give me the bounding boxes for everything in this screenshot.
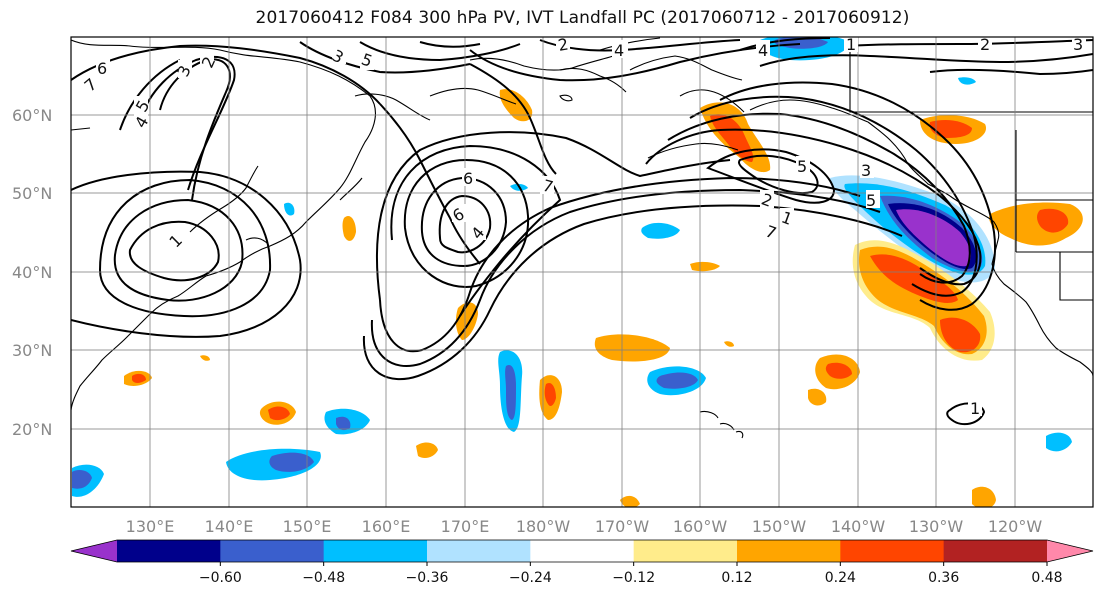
colorbar-segment: [943, 540, 1048, 562]
contour-label: 3: [1073, 35, 1083, 54]
contour-label: 6: [97, 59, 107, 78]
lat-label: 30°N: [12, 341, 52, 360]
lon-label: 140°W: [831, 517, 886, 536]
lon-label: 130°W: [909, 517, 964, 536]
map-title: 2017060412 F084 300 hPa PV, IVT Landfall…: [255, 8, 910, 28]
coastlines: [71, 37, 1093, 439]
lon-label: 120°W: [988, 517, 1043, 536]
graticule: [71, 37, 1093, 507]
lon-label: 140°E: [205, 517, 254, 536]
colorbar-outline: [70, 539, 1094, 563]
colorbar-segment: [530, 540, 635, 562]
colorbar-segment: [633, 540, 738, 562]
contour-label: 7: [541, 176, 556, 197]
contour-labels: 6 7 5 4 3 2 1 5 3 2 4 6 7 6: [81, 34, 1086, 418]
lon-label: 160°W: [673, 517, 728, 536]
colorbar-tick-label: −0.12: [612, 570, 655, 586]
colorbar-segment: [220, 540, 325, 562]
colorbar-segment: [117, 540, 221, 562]
colorbar-extend-min: [71, 540, 117, 562]
latitude-axis: 60°N 50°N 40°N 30°N 20°N: [12, 106, 52, 439]
colorbar-tick-label: −0.24: [509, 570, 552, 586]
colorbar-tick-label: −0.36: [406, 570, 449, 586]
colorbar-tick-label: 0.24: [825, 570, 856, 586]
contour-label: 2: [980, 35, 990, 54]
lat-label: 60°N: [12, 106, 52, 125]
lon-label: 170°E: [441, 517, 490, 536]
lat-label: 20°N: [12, 420, 52, 439]
pv-contours: [71, 37, 1093, 381]
colorbar-tick-label: −0.48: [302, 570, 345, 586]
lon-label: 150°W: [752, 517, 807, 536]
colorbar-segment: [840, 540, 945, 562]
contour-label: 5: [866, 191, 876, 210]
contour-label: 1: [970, 399, 980, 418]
contour-label: 2: [557, 34, 570, 54]
colorbar-tick-label: 0.48: [1031, 570, 1062, 586]
contour-label: 5: [797, 157, 807, 176]
colorbar-segment: [323, 540, 428, 562]
lat-label: 40°N: [12, 263, 52, 282]
colorbar-tick-label: 0.36: [928, 570, 959, 586]
colorbar-tick-label: 0.12: [721, 570, 752, 586]
longitude-axis: 130°E 140°E 150°E 160°E 170°E 180°W 170°…: [126, 517, 1043, 536]
lon-label: 180°W: [516, 517, 571, 536]
contour-label: 4: [614, 41, 624, 60]
contour-label: 4: [758, 41, 768, 60]
contour-label: 1: [846, 35, 856, 54]
lon-label: 130°E: [126, 517, 175, 536]
contour-label: 6: [463, 169, 473, 188]
lon-label: 170°W: [595, 517, 650, 536]
lat-label: 50°N: [12, 184, 52, 203]
colorbar-segment: [737, 540, 841, 562]
colorbar: −0.60 −0.48 −0.36 −0.24 −0.12 0.12 0.24 0.36 0.4…: [70, 539, 1094, 586]
lon-label: 160°E: [362, 517, 411, 536]
contour-label: 3: [861, 161, 871, 180]
colorbar-extend-max: [1047, 540, 1093, 562]
colorbar-segment: [427, 540, 531, 562]
lon-label: 150°E: [283, 517, 332, 536]
plot-frame: [70, 36, 1094, 508]
colorbar-tick-label: −0.60: [199, 570, 242, 586]
